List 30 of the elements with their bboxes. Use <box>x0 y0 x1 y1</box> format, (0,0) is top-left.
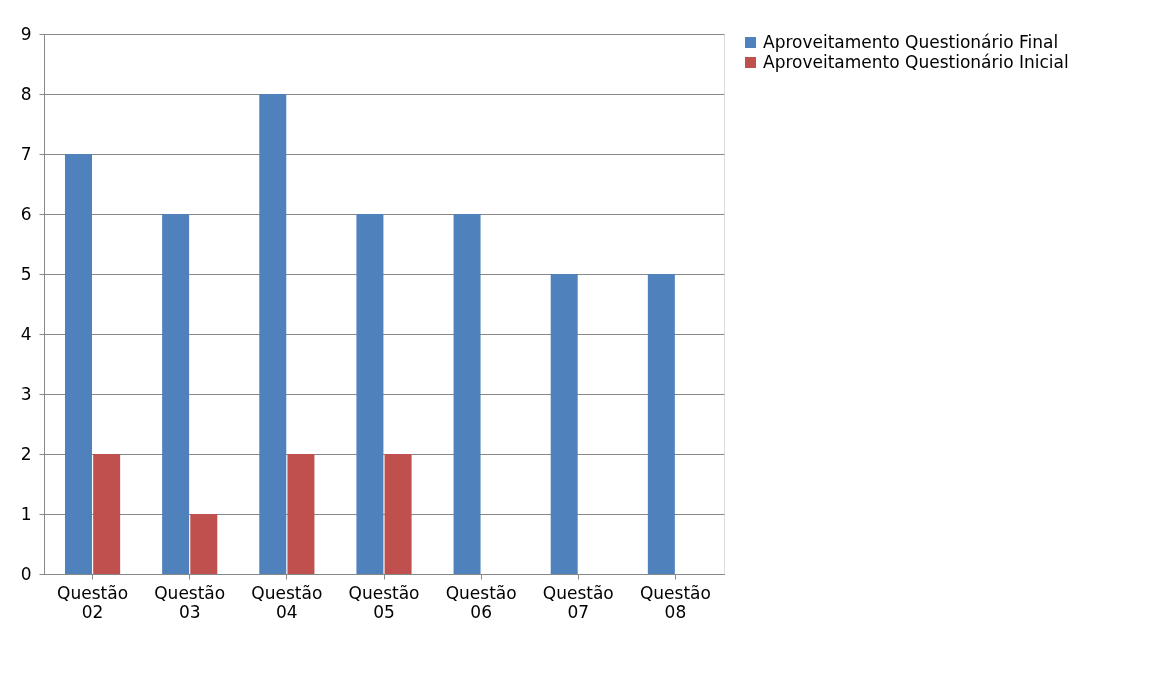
x-tick-label: Questão 05 <box>348 582 420 622</box>
x-tick-label: Questão 02 <box>57 582 129 622</box>
x-tick-label: Questão 03 <box>154 582 226 622</box>
y-tick-label: 6 <box>20 203 32 224</box>
y-tick-label: 2 <box>20 443 32 464</box>
bar <box>190 514 218 574</box>
bar <box>64 154 92 574</box>
y-tick-label: 9 <box>20 23 32 44</box>
bar <box>287 454 315 574</box>
y-tick-label: 5 <box>20 263 32 284</box>
y-tick-label: 8 <box>20 83 32 104</box>
bar <box>93 454 121 574</box>
y-tick-label: 1 <box>20 503 32 524</box>
bar <box>453 214 481 574</box>
y-tick-label: 7 <box>20 143 32 164</box>
x-tick-label: Questão 06 <box>445 582 517 622</box>
legend-label: Aproveitamento Questionário Final <box>763 31 1059 52</box>
x-tick-label: Questão 04 <box>251 582 323 622</box>
bar <box>384 454 412 574</box>
y-tick-label: 4 <box>20 323 32 344</box>
bar <box>162 214 190 574</box>
bar <box>647 274 675 574</box>
y-tick-label: 3 <box>20 383 32 404</box>
x-tick-label: Questão 07 <box>542 582 614 622</box>
bar <box>259 94 287 574</box>
y-tick-label: 0 <box>20 563 32 584</box>
bar <box>356 214 384 574</box>
bar <box>550 274 578 574</box>
x-tick-label: Questão 08 <box>639 582 711 622</box>
legend-label: Aproveitamento Questionário Inicial <box>763 51 1069 72</box>
